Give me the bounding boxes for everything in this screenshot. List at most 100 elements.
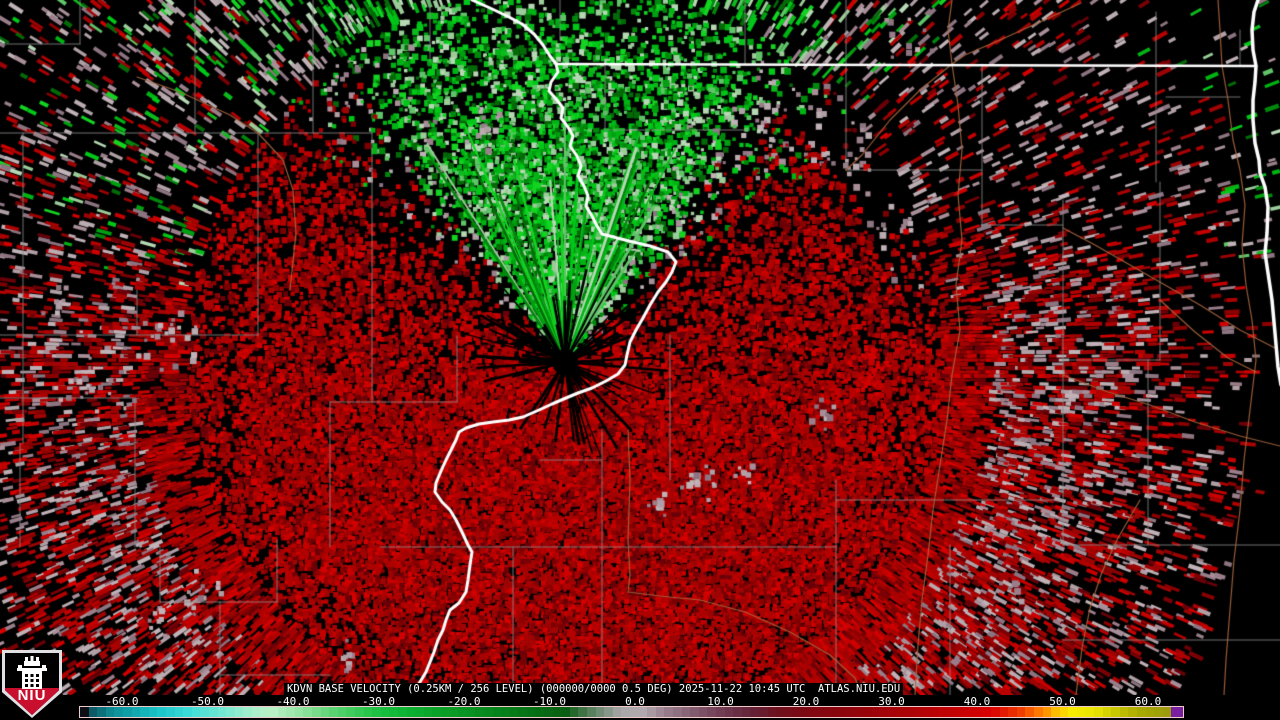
colorbar-cell — [363, 707, 373, 717]
colorbar-cell — [1154, 707, 1163, 717]
colorbar-cell — [114, 707, 123, 717]
colorbar-cell — [191, 707, 201, 717]
colorbar-cell — [475, 707, 484, 717]
colorbar-cell — [1068, 707, 1077, 717]
castle-icon — [17, 656, 47, 689]
colorbar-cell — [346, 707, 355, 717]
colorbar-tick-label: 30.0 — [878, 695, 905, 708]
colorbar-cell — [690, 707, 699, 717]
colorbar-tick-label: -10.0 — [532, 695, 567, 708]
colorbar-cell — [956, 707, 966, 717]
colorbar-cell — [879, 707, 888, 717]
colorbar-cell — [380, 707, 390, 717]
colorbar-tick-label: 40.0 — [963, 695, 991, 708]
colorbar-cell — [1145, 707, 1155, 717]
colorbar-cell — [733, 707, 742, 717]
colorbar-cell — [922, 707, 931, 717]
colorbar-cell — [415, 707, 424, 717]
colorbar-cell — [535, 707, 545, 717]
colorbar-cell — [569, 707, 579, 717]
colorbar-cell — [784, 707, 794, 717]
colorbar-cell — [913, 707, 923, 717]
colorbar-cell — [501, 707, 510, 717]
colorbar-cell — [655, 707, 665, 717]
colorbar-cell — [887, 707, 897, 717]
colorbar-cell — [397, 707, 407, 717]
colorbar-cell — [320, 707, 330, 717]
product-title: KDVN BASE VELOCITY (0.25KM / 256 LEVEL) … — [284, 683, 904, 696]
colorbar-cell — [483, 707, 493, 717]
colorbar-cell — [612, 707, 622, 717]
colorbar-cell — [681, 707, 691, 717]
niu-logo-label: NIU — [17, 687, 47, 705]
colorbar-cell — [630, 707, 639, 717]
colorbar-cell — [801, 707, 811, 717]
colorbar-cell — [1128, 707, 1138, 717]
colorbar-cell — [286, 707, 295, 717]
colorbar-cell — [303, 707, 313, 717]
colorbar-cell — [174, 707, 184, 717]
colorbar-cell — [1059, 707, 1069, 717]
colorbar-cell — [329, 707, 338, 717]
colorbar-tick-label: 20.0 — [792, 695, 820, 708]
colorbar-cell — [647, 707, 656, 717]
colorbar-cell — [122, 707, 132, 717]
colorbar-cell — [80, 707, 89, 717]
colorbar-cell — [870, 707, 880, 717]
colorbar-cell — [251, 707, 261, 717]
colorbar-tick-label: 50.0 — [1049, 695, 1076, 708]
colorbar-cell — [698, 707, 708, 717]
colorbar-cell — [260, 707, 270, 717]
colorbar-cell — [750, 707, 759, 717]
colorbar-cell — [561, 707, 570, 717]
colorbar-cell — [621, 707, 630, 717]
colorbar-cell — [896, 707, 905, 717]
colorbar-cell — [999, 707, 1009, 717]
colorbar-cell — [947, 707, 957, 717]
colorbar-cell — [973, 707, 983, 717]
colorbar-cell — [1162, 707, 1172, 717]
colorbar-cell — [638, 707, 648, 717]
colorbar-cell — [793, 707, 802, 717]
colorbar-cell — [355, 707, 364, 717]
colorbar-cell — [827, 707, 837, 717]
colorbar-tick-label: -60.0 — [105, 695, 139, 708]
colorbar-tick-label: 10.0 — [707, 695, 734, 708]
colorbar-cell — [552, 707, 562, 717]
colorbar-cell — [1094, 707, 1103, 717]
colorbar-cell — [449, 707, 459, 717]
colorbar-cell — [432, 707, 441, 717]
colorbar-cell — [810, 707, 820, 717]
colorbar-cell — [518, 707, 527, 717]
colorbar-cell — [509, 707, 519, 717]
colorbar-cell — [724, 707, 734, 717]
colorbar-cell — [595, 707, 605, 717]
colorbar-cell — [458, 707, 467, 717]
colorbar-cell — [243, 707, 252, 717]
colorbar-cell — [664, 707, 673, 717]
colorbar-cell — [965, 707, 974, 717]
colorbar-cell — [131, 707, 141, 717]
colorbar-cell — [672, 707, 682, 717]
colorbar-cell — [1033, 707, 1043, 717]
colorbar-cell — [1016, 707, 1026, 717]
colorbar-cell — [208, 707, 218, 717]
colorbar-cell — [492, 707, 502, 717]
colorbar-cell — [741, 707, 751, 717]
colorbar-cell — [423, 707, 433, 717]
colorbar-cell — [105, 707, 115, 717]
colorbar-cell — [1042, 707, 1052, 717]
colorbar-cell — [776, 707, 785, 717]
colorbar-cell — [217, 707, 227, 717]
colorbar-cell — [707, 707, 716, 717]
colorbar-cell — [930, 707, 940, 717]
colorbar-cell — [1051, 707, 1060, 717]
colorbar-end-cap — [1171, 707, 1184, 717]
colorbar-tick-label: -50.0 — [190, 695, 225, 708]
colorbar-cell — [389, 707, 398, 717]
colorbar-cell — [1102, 707, 1112, 717]
colorbar-cell — [183, 707, 192, 717]
colorbar-tick-label: -40.0 — [276, 695, 310, 708]
colorbar-cell — [578, 707, 588, 717]
